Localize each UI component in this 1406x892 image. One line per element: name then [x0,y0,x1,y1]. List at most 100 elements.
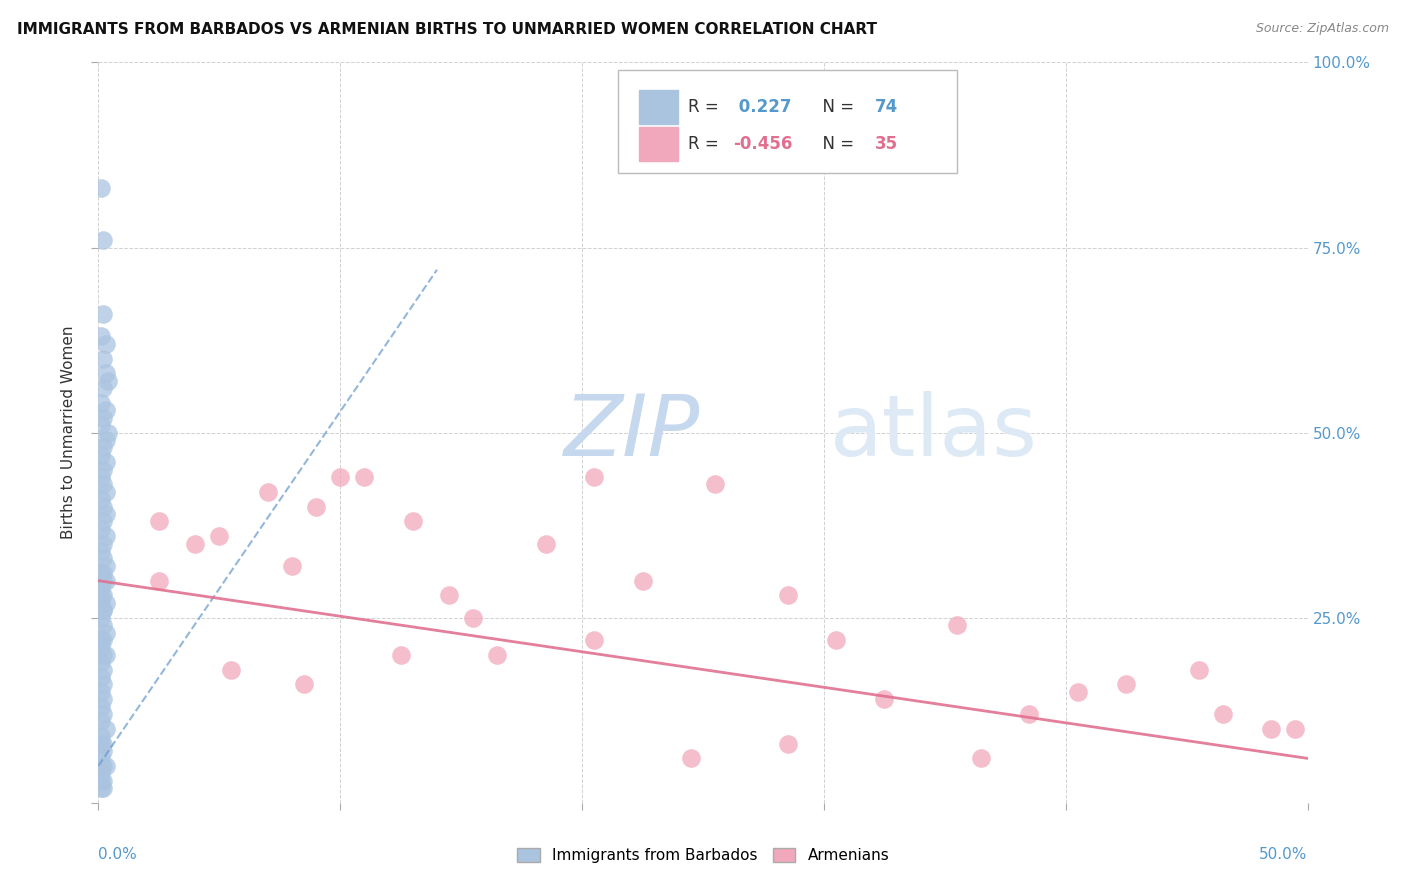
Point [970,751,993,765]
Text: 74: 74 [875,98,898,116]
Point [91,744,114,758]
Point [94,574,117,588]
Point [91,773,114,788]
Point [281,558,304,573]
Point [1018,706,1040,721]
Point [90,773,112,788]
Bar [638,128,678,161]
Point [94,648,117,662]
Text: ZIP: ZIP [564,391,700,475]
Point [90,640,112,655]
Point [704,477,727,491]
Legend: Immigrants from Barbados, Armenians: Immigrants from Barbados, Armenians [510,842,896,869]
Point [91,648,114,662]
Point [91,477,114,491]
Point [292,677,315,691]
Point [1115,677,1137,691]
Point [90,670,112,684]
Point [486,648,509,662]
Point [91,566,114,581]
Point [90,566,112,581]
Point [94,403,117,417]
Point [94,507,117,521]
Point [90,522,112,536]
Point [184,536,207,550]
Point [825,632,848,647]
Point [776,737,799,751]
Point [90,589,112,603]
Point [94,455,117,469]
Point [90,448,112,462]
Point [90,699,112,714]
Point [90,181,112,195]
Point [90,714,112,729]
Point [94,596,117,610]
Point [583,470,606,484]
Point [402,515,425,529]
Point [90,418,112,433]
Point [534,536,557,550]
Point [1067,685,1090,699]
Point [91,233,114,247]
Point [91,536,114,550]
Point [208,529,231,543]
Point [90,610,112,624]
Point [90,780,112,795]
Point [90,492,112,507]
Point [91,462,114,476]
Point [873,692,896,706]
Point [1284,722,1306,736]
Point [94,625,117,640]
Point [631,574,654,588]
Point [91,515,114,529]
Text: 50.0%: 50.0% [1260,847,1308,863]
Point [91,381,114,395]
Point [91,706,114,721]
Point [91,307,114,321]
Point [94,484,117,499]
Point [94,433,117,447]
Point [90,544,112,558]
Point [97,425,120,440]
Point [91,410,114,425]
Point [97,374,120,388]
Point [90,685,112,699]
Text: N =: N = [811,98,859,116]
Text: 0.227: 0.227 [734,98,792,116]
Point [90,329,112,343]
Text: R =: R = [689,98,724,116]
Point [329,470,352,484]
Point [91,677,114,691]
Point [91,441,114,455]
Point [90,737,112,751]
Point [1212,706,1234,721]
Point [91,603,114,617]
Point [679,751,702,765]
Point [91,737,114,751]
Point [90,632,112,647]
Point [946,618,969,632]
Point [91,603,114,617]
Y-axis label: Births to Unmarried Women: Births to Unmarried Women [60,326,76,540]
FancyBboxPatch shape [619,70,957,173]
Point [90,751,112,765]
Point [776,589,799,603]
Point [437,589,460,603]
Point [90,581,112,595]
Point [94,367,117,381]
Point [90,766,112,780]
Point [148,574,170,588]
Point [94,529,117,543]
Point [1188,663,1211,677]
Point [94,336,117,351]
Point [91,574,114,588]
Point [91,632,114,647]
Point [91,692,114,706]
Point [389,648,412,662]
Point [221,663,243,677]
Point [91,618,114,632]
Point [90,470,112,484]
Text: 0.0%: 0.0% [98,847,138,863]
Point [90,596,112,610]
Point [583,632,606,647]
